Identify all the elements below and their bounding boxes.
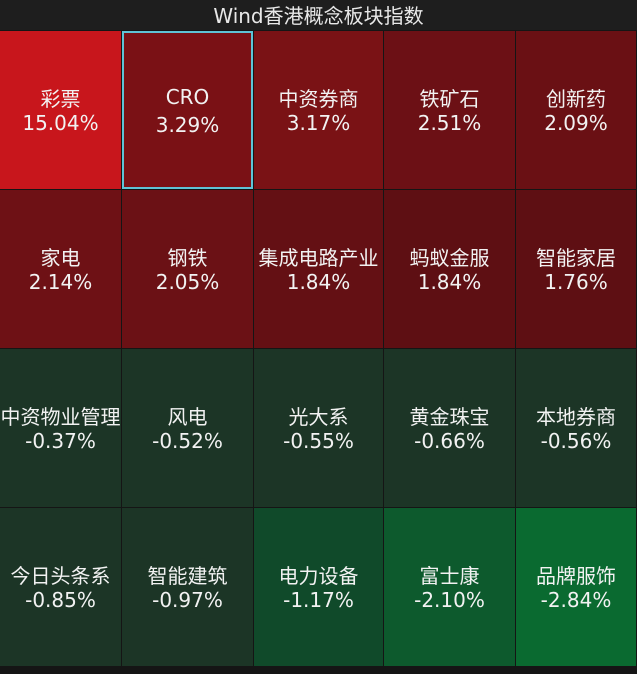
sector-tile[interactable]: 蚂蚁金服 1.84% xyxy=(384,190,515,348)
sector-name: 电力设备 xyxy=(278,564,359,588)
sector-tile[interactable]: 钢铁 2.05% xyxy=(122,190,253,348)
sector-tile[interactable]: 光大系 -0.55% xyxy=(254,349,383,507)
sector-name: 钢铁 xyxy=(167,246,208,270)
sector-tile[interactable]: 风电 -0.52% xyxy=(122,349,253,507)
sector-tile[interactable]: 中资物业管理 -0.37% xyxy=(0,349,121,507)
sector-change: 1.76% xyxy=(544,270,608,294)
sector-change: -0.85% xyxy=(25,588,96,612)
sector-tile[interactable]: 集成电路产业 1.84% xyxy=(254,190,383,348)
sector-tile[interactable]: 中资券商 3.17% xyxy=(254,31,383,189)
sector-tile[interactable]: 黄金珠宝 -0.66% xyxy=(384,349,515,507)
sector-tile[interactable]: 今日头条系 -0.85% xyxy=(0,508,121,666)
widget-title: Wind香港概念板块指数 xyxy=(0,0,637,30)
sector-change: -0.55% xyxy=(283,429,354,453)
sector-change: -0.37% xyxy=(25,429,96,453)
sector-change: 1.84% xyxy=(286,270,351,294)
sector-name: 中资物业管理 xyxy=(0,405,121,429)
sector-change: 3.29% xyxy=(155,113,220,137)
sector-tile[interactable]: 智能家居 1.76% xyxy=(516,190,636,348)
sector-name: 创新药 xyxy=(546,87,606,111)
sector-name: 光大系 xyxy=(288,405,349,429)
sector-tile[interactable]: 彩票 15.04% xyxy=(0,31,121,189)
sector-tile[interactable]: 电力设备 -1.17% xyxy=(254,508,383,666)
sector-tile[interactable]: 智能建筑 -0.97% xyxy=(122,508,253,666)
sector-tile[interactable]: 本地券商 -0.56% xyxy=(516,349,636,507)
sector-name: 智能家居 xyxy=(536,246,616,270)
sector-name: 彩票 xyxy=(40,87,81,111)
sector-tile[interactable]: CRO 3.29% xyxy=(122,31,253,189)
sector-change: 15.04% xyxy=(22,111,99,135)
sector-change: 2.51% xyxy=(417,111,482,135)
sector-name: 中资券商 xyxy=(278,87,359,111)
sector-tile[interactable]: 铁矿石 2.51% xyxy=(384,31,515,189)
sector-name: 家电 xyxy=(40,246,81,270)
sector-change: -0.52% xyxy=(152,429,223,453)
sector-change: -0.56% xyxy=(540,429,612,453)
sector-change: -0.66% xyxy=(414,429,485,453)
sector-change: 3.17% xyxy=(286,111,351,135)
sector-tile[interactable]: 品牌服饰 -2.84% xyxy=(516,508,636,666)
sector-name: 智能建筑 xyxy=(147,564,228,588)
sector-name: CRO xyxy=(165,85,210,109)
sector-change: -2.84% xyxy=(540,588,612,612)
sector-name: 铁矿石 xyxy=(419,87,480,111)
sector-change: 2.05% xyxy=(155,270,220,294)
sector-change: -0.97% xyxy=(152,588,223,612)
sector-change: 2.09% xyxy=(544,111,608,135)
sector-name: 风电 xyxy=(167,405,208,429)
sector-change: -1.17% xyxy=(283,588,354,612)
sector-change: 2.14% xyxy=(28,270,93,294)
sector-name: 黄金珠宝 xyxy=(409,405,490,429)
sector-tile[interactable]: 创新药 2.09% xyxy=(516,31,636,189)
sector-name: 本地券商 xyxy=(536,405,616,429)
sector-name: 集成电路产业 xyxy=(258,246,379,270)
sector-name: 今日头条系 xyxy=(10,564,111,588)
sector-name: 蚂蚁金服 xyxy=(409,246,490,270)
tile-grid: 彩票 15.04% CRO 3.29% 中资券商 3.17% 铁矿石 2.51% 创新药 2.09… xyxy=(0,31,637,667)
sector-tile[interactable]: 家电 2.14% xyxy=(0,190,121,348)
sector-name: 品牌服饰 xyxy=(536,564,616,588)
sector-change: 1.84% xyxy=(417,270,482,294)
sector-change: -2.10% xyxy=(414,588,485,612)
sector-name: 富士康 xyxy=(419,564,480,588)
sector-tile[interactable]: 富士康 -2.10% xyxy=(384,508,515,666)
